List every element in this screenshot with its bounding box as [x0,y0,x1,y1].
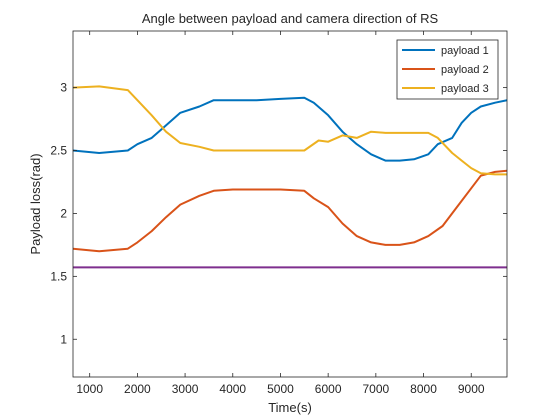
y-tick-label: 3 [60,81,67,95]
ticks-layer: 1000 2000 3000 4000 5000 6000 7000 8000 9000 1 1.5… [50,31,507,396]
x-tick-label: 2000 [124,382,151,396]
y-tick-label: 2 [60,206,67,220]
series-line-1 [73,96,507,162]
y-tick-label: 1.5 [50,269,67,283]
x-tick-label: 9000 [458,382,485,396]
x-tick-label: 3000 [172,382,199,396]
y-tick-label: 2.5 [50,144,67,158]
y-tick-label: 1 [60,332,67,346]
chart-title: Angle between payload and camera directi… [142,11,439,26]
y-axis-title: Payload loss(rad) [28,153,43,254]
series-layer [73,85,507,269]
legend: payload 1 payload 2 payload 3 [396,39,499,100]
series-line-3 [73,85,507,176]
legend-label-2: payload 2 [441,64,489,76]
x-tick-label: 8000 [410,382,437,396]
x-axis-title: Time(s) [268,400,312,415]
series-line-2 [73,169,507,253]
x-tick-label: 6000 [315,382,342,396]
legend-label-1: payload 1 [441,45,489,57]
x-tick-label: 5000 [267,382,294,396]
x-tick-label: 1000 [76,382,103,396]
x-tick-label: 4000 [219,382,246,396]
axes-layer [72,30,508,378]
x-tick-label: 7000 [362,382,389,396]
legend-label-3: payload 3 [441,83,489,95]
axes-box [72,30,508,378]
